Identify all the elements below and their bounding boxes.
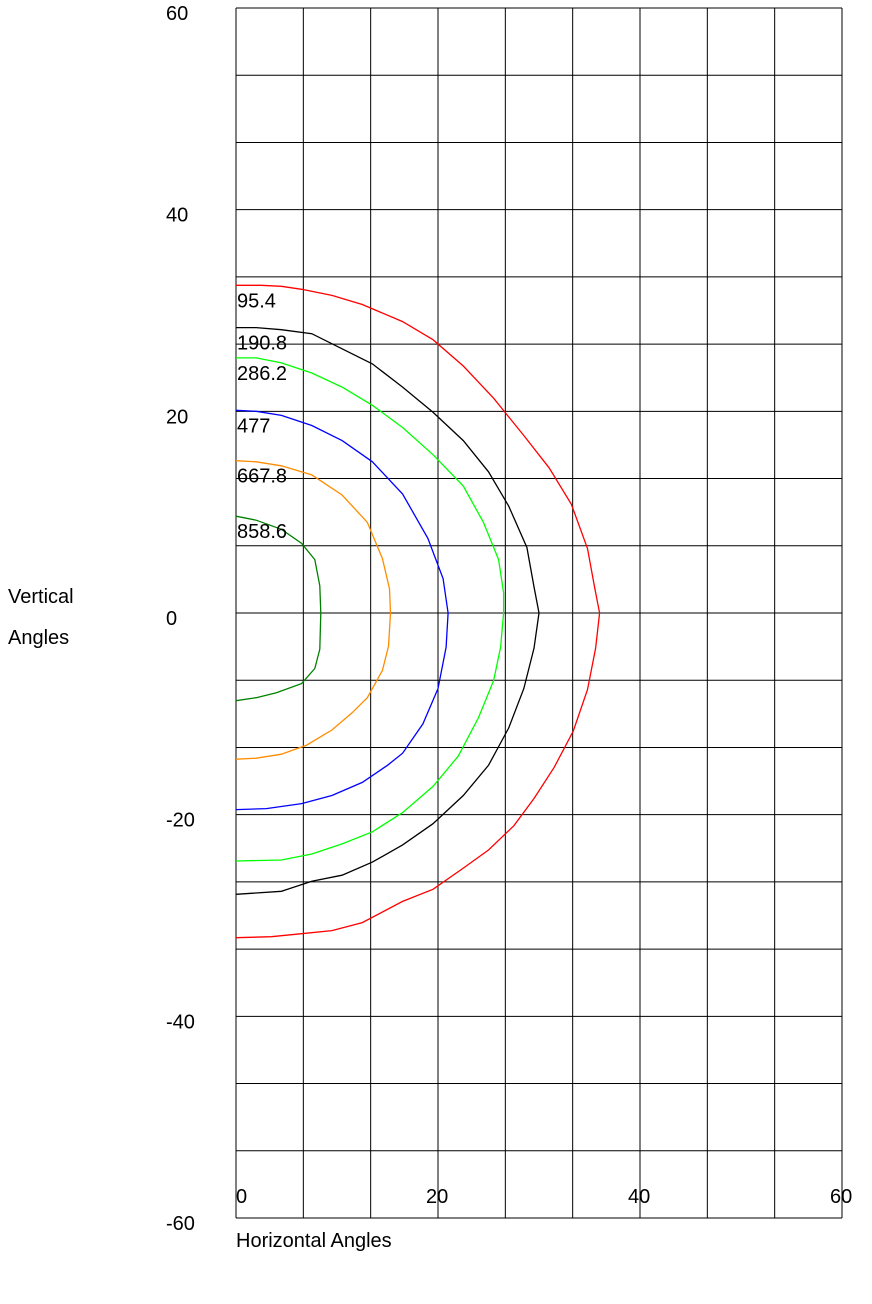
x-tick-label: 0 [236, 1186, 247, 1208]
x-tick-label: 60 [830, 1186, 852, 1208]
x-tick-label: 40 [628, 1186, 650, 1208]
y-tick-label: 0 [166, 608, 177, 630]
contour-line-667.8 [235, 460, 392, 760]
contour-line-477 [235, 409, 449, 811]
y-tick-label: -40 [166, 1011, 195, 1033]
contour-label-190.8: 190.8 [237, 333, 287, 355]
contour-label-95.4: 95.4 [237, 290, 276, 312]
x-axis-title: Horizontal Angles [236, 1230, 392, 1252]
contour-line-190.8 [235, 326, 540, 895]
grid [235, 7, 843, 1219]
contour-label-477: 477 [237, 415, 270, 437]
contour-line-286.2 [235, 357, 505, 862]
contour-label-667.8: 667.8 [237, 466, 287, 488]
x-axis-ticks: 0 20 40 60 [236, 1186, 852, 1208]
y-tick-label: -20 [166, 810, 195, 832]
x-tick-label: 20 [426, 1186, 448, 1208]
y-axis-title-line-1: Vertical [8, 586, 74, 608]
y-tick-label: 40 [166, 205, 188, 227]
y-axis-ticks: 60 40 20 0 -20 -40 -60 [166, 3, 195, 1235]
contour-line-95.4 [235, 284, 601, 939]
y-axis-title-line-2: Angles [8, 627, 69, 649]
contour-label-858.6: 858.6 [237, 521, 287, 543]
contour-labels: 95.4 190.8 286.2 477 667.8 858.6 [237, 290, 287, 543]
contour-lines [235, 284, 601, 939]
contour-label-286.2: 286.2 [237, 363, 287, 385]
contour-line-858.6 [235, 515, 322, 702]
y-tick-label: 60 [166, 3, 188, 25]
y-tick-label: 20 [166, 406, 188, 428]
y-tick-label: -60 [166, 1213, 195, 1235]
